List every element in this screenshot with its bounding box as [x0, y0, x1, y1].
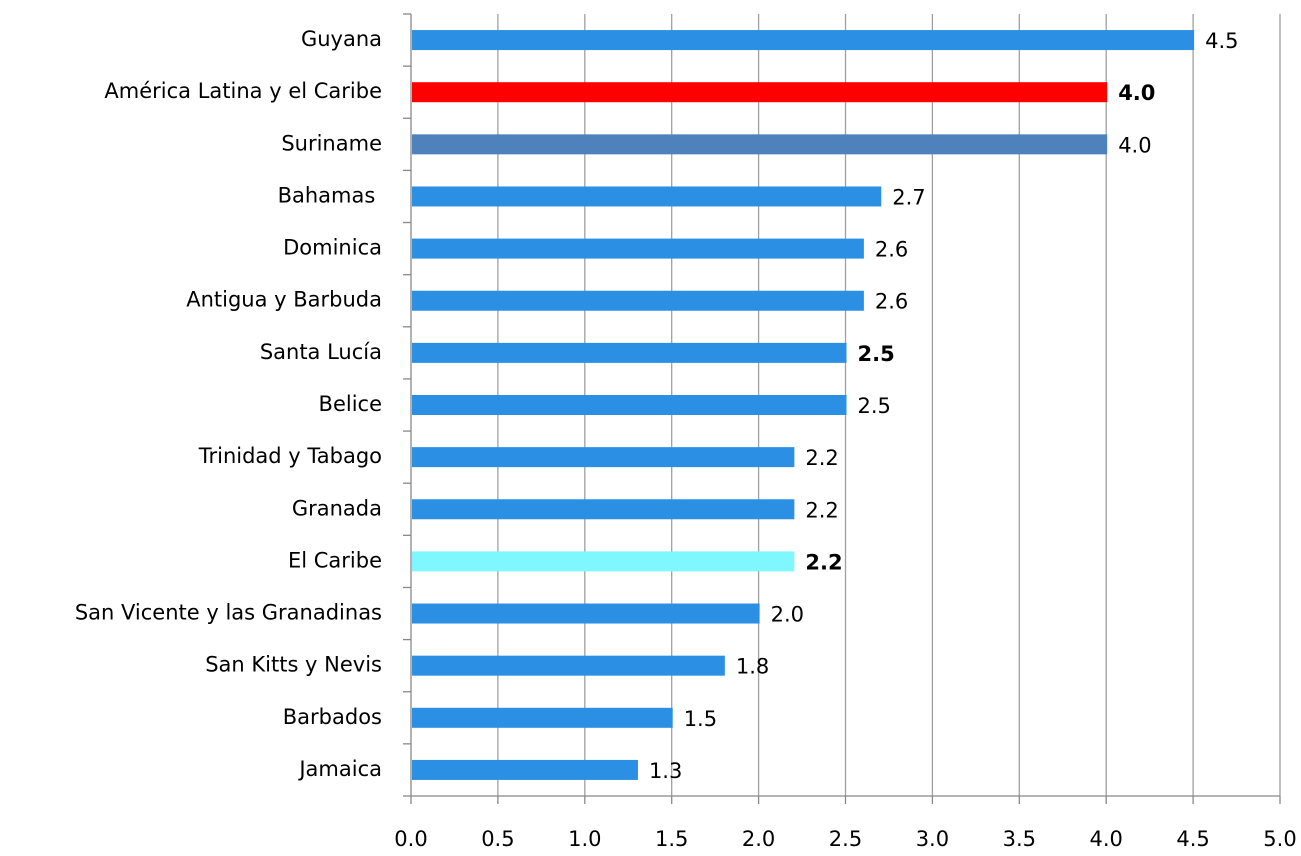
y-tick-label: América Latina y el Caribe [104, 79, 382, 103]
bar [412, 499, 795, 520]
value-label: 2.2 [805, 446, 838, 470]
bar [412, 134, 1108, 155]
x-tick-label: 5.0 [1263, 827, 1296, 851]
y-tick-label: El Caribe [288, 548, 382, 572]
x-tick-label: 3.0 [916, 827, 949, 851]
x-tick-label: 0.0 [394, 827, 427, 851]
value-label: 2.7 [892, 185, 925, 209]
value-label: 4.5 [1205, 29, 1238, 53]
bar [412, 238, 864, 259]
x-tick-label: 0.5 [481, 827, 514, 851]
x-tick-label: 4.5 [1176, 827, 1209, 851]
value-label: 2.2 [805, 550, 842, 574]
bar [412, 603, 760, 624]
value-label: 4.0 [1118, 81, 1155, 105]
value-label: 2.6 [875, 290, 908, 314]
y-tick-label: Santa Lucía [260, 340, 382, 364]
bar [412, 82, 1108, 103]
x-tick-label: 1.5 [655, 827, 688, 851]
value-label: 2.5 [858, 342, 895, 366]
bar [412, 447, 795, 468]
bar [412, 707, 673, 728]
value-label: 1.3 [649, 759, 682, 783]
bar [412, 551, 795, 572]
value-label: 1.8 [736, 655, 769, 679]
bar [412, 655, 725, 676]
y-tick-label: Belice [319, 392, 382, 416]
value-label: 2.5 [858, 394, 891, 418]
value-label: 1.5 [684, 707, 717, 731]
y-tick-label: Suriname [281, 131, 382, 155]
x-tick-label: 4.0 [1089, 827, 1122, 851]
y-tick-label: Bahamas [278, 183, 382, 207]
y-tick-label: San Kitts y Nevis [205, 653, 382, 677]
y-tick-label: San Vicente y las Granadinas [75, 601, 382, 625]
value-label: 2.2 [805, 498, 838, 522]
y-tick-label: Dominica [283, 236, 382, 260]
y-tick-label: Antigua y Barbuda [186, 288, 382, 312]
x-tick-label: 1.0 [568, 827, 601, 851]
y-tick-label: Guyana [301, 27, 382, 51]
x-tick-label: 3.5 [1003, 827, 1036, 851]
value-label: 2.6 [875, 238, 908, 262]
bar [412, 186, 882, 207]
value-label: 4.0 [1118, 133, 1151, 157]
y-tick-label: Jamaica [297, 757, 382, 781]
y-tick-label: Trinidad y Tabago [198, 444, 382, 468]
x-tick-label: 2.0 [742, 827, 775, 851]
bar [412, 342, 847, 363]
y-tick-label: Granada [292, 496, 382, 520]
bar [412, 759, 638, 780]
bar [412, 395, 847, 415]
bar [412, 290, 864, 311]
x-tick-label: 2.5 [829, 827, 862, 851]
bar [412, 30, 1195, 51]
y-tick-label: Barbados [283, 705, 382, 729]
value-label: 2.0 [771, 603, 804, 627]
